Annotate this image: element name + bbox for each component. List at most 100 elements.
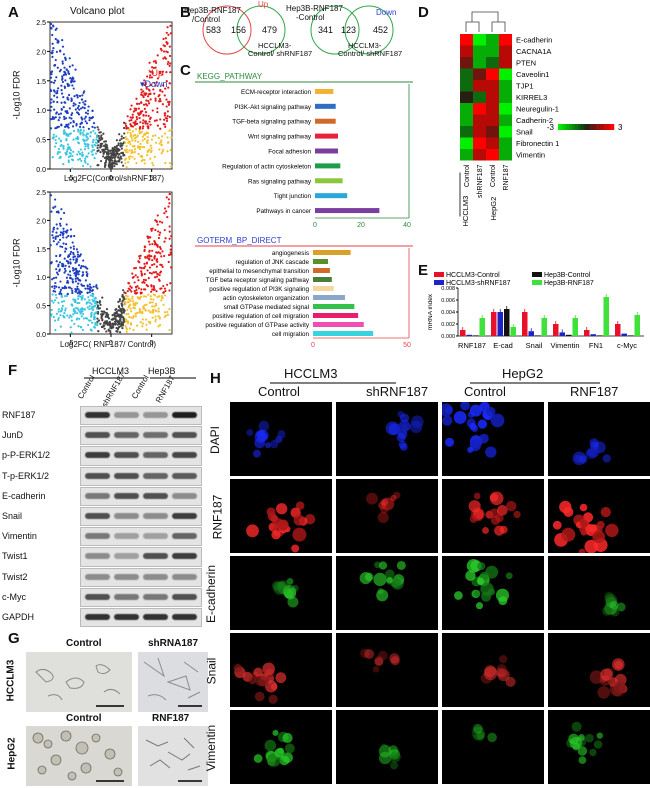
volcano-point (59, 233, 62, 237)
venn-down-label-2: -Control (296, 13, 325, 22)
volcano-point (170, 128, 173, 131)
volcano-point (67, 93, 71, 97)
volcano-point (83, 148, 87, 151)
volcano-point (87, 105, 90, 108)
volcano-point (125, 297, 128, 300)
volcano-point (126, 308, 129, 311)
bar (491, 312, 497, 336)
volcano-point (51, 156, 54, 159)
volcano-point (84, 100, 87, 103)
dendrogram (465, 11, 506, 32)
if-cell (377, 511, 389, 524)
volcano-point (72, 307, 76, 311)
volcano-point (78, 94, 82, 98)
if-cell (499, 525, 508, 534)
wb-blot-strip (80, 446, 202, 466)
volcano-point (51, 278, 54, 281)
volcano-point (148, 301, 151, 304)
wb-band (172, 593, 197, 600)
volcano-point (53, 64, 56, 67)
bar (597, 335, 603, 336)
volcano-point (70, 97, 73, 100)
volcano-point (63, 285, 67, 288)
bar (313, 286, 334, 291)
volcano-point (168, 328, 171, 332)
volcano-point (56, 152, 59, 155)
volcano-point (168, 82, 171, 85)
volcano-point (137, 279, 140, 282)
volcano-point (123, 148, 126, 152)
if-image-cells (566, 721, 603, 765)
volcano-point (120, 323, 123, 326)
volcano-point (147, 277, 150, 280)
volcano-point (89, 319, 92, 322)
volcano-point (157, 315, 160, 318)
volcano-point (72, 247, 76, 251)
volcano-point (77, 264, 81, 267)
volcano-point (157, 230, 160, 233)
volcano-point (57, 310, 60, 313)
volcano-point (52, 301, 55, 304)
volcano-point (89, 135, 92, 138)
volcano-point (130, 124, 133, 127)
volcano-point (136, 102, 139, 105)
gene-label: Cadherin-2 (516, 116, 553, 125)
volcano-point (135, 291, 139, 294)
if-cell (592, 530, 605, 544)
gene-heatmap: E-cadherinCACNA1APTENCaveolin1TJP1KIRREL… (459, 11, 623, 227)
volcano-point (144, 122, 147, 125)
volcano-point (159, 270, 163, 273)
volcano-point (165, 50, 168, 53)
if-image-cells (246, 501, 316, 553)
volcano-point (158, 71, 162, 75)
volcano-point (58, 222, 62, 225)
volcano-point (91, 144, 94, 147)
volcano-point (170, 136, 173, 139)
heatmap-cell (486, 45, 499, 57)
volcano-point (53, 287, 56, 290)
volcano-point (155, 265, 158, 268)
if-cell (580, 529, 587, 536)
volcano-point (127, 155, 131, 158)
bar (553, 324, 559, 336)
if-cell (485, 406, 496, 417)
volcano-point (127, 161, 130, 164)
volcano-point (133, 151, 136, 154)
volcano-point (119, 325, 123, 328)
volcano-point (97, 144, 100, 147)
volcano-point (136, 285, 139, 288)
volcano-point (127, 128, 131, 131)
volcano-point (146, 104, 149, 107)
heatmap-cell (486, 34, 499, 46)
venn-up-bottom-1: HCCLM3- (258, 41, 292, 50)
volcano-point (129, 322, 133, 325)
volcano-point (135, 115, 138, 119)
volcano-point (128, 157, 131, 161)
volcano-point (64, 295, 67, 298)
wb-band (85, 573, 110, 580)
volcano-point (148, 61, 151, 64)
volcano-point (57, 241, 60, 244)
volcano-point (92, 316, 96, 320)
volcano-point (114, 162, 117, 165)
volcano-point (125, 148, 128, 152)
volcano-point (124, 162, 127, 165)
volcano-point (71, 125, 75, 128)
volcano-point (57, 265, 60, 268)
volcano-point (158, 274, 161, 277)
if-image-cells (366, 491, 401, 524)
volcano-point (82, 265, 85, 268)
volcano-point (134, 303, 137, 307)
volcano-point (143, 304, 146, 307)
volcano-point (149, 116, 152, 119)
volcano-point (66, 292, 69, 296)
volcano-point (168, 202, 171, 205)
volcano-point (141, 281, 144, 284)
x-tick-label: 5 (150, 340, 154, 347)
volcano-point (156, 124, 159, 127)
volcano-point (50, 71, 53, 74)
volcano-point (112, 151, 115, 155)
wb-band (172, 573, 197, 580)
volcano-point (125, 165, 128, 169)
volcano-point (133, 145, 136, 148)
